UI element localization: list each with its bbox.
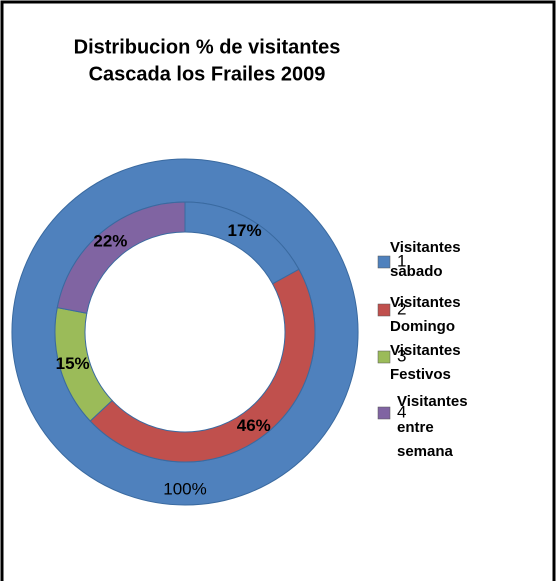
legend-label: 1 — [397, 251, 406, 270]
category-note: Visitantes — [390, 342, 461, 359]
data-label: 17% — [228, 221, 262, 240]
doughnut-segment — [56, 201, 186, 314]
data-label: 100% — [163, 479, 206, 498]
legend-swatch — [377, 350, 391, 364]
doughnut-segment — [89, 268, 316, 463]
legend-label: 3 — [397, 346, 406, 365]
legend-label: 4 — [397, 402, 406, 421]
category-note: entre — [397, 419, 434, 436]
legend-swatch — [377, 303, 391, 317]
chart-title: Distribucion % de visitantes — [74, 36, 341, 58]
category-note: Visitantes — [390, 294, 461, 311]
category-note: Festivos — [390, 366, 451, 383]
category-note: semana — [397, 443, 454, 460]
data-label: 15% — [56, 354, 90, 373]
category-note: sabado — [390, 263, 443, 280]
chart-title: Cascada los Frailes 2009 — [89, 63, 326, 85]
category-note: Domingo — [390, 318, 455, 335]
category-note: Visitantes — [390, 239, 461, 256]
legend-swatch — [377, 255, 391, 269]
data-label: 22% — [93, 231, 127, 250]
category-note: Visitantes — [397, 393, 468, 410]
legend-swatch — [377, 406, 391, 420]
legend-label: 2 — [397, 299, 406, 318]
data-label: 46% — [237, 416, 271, 435]
